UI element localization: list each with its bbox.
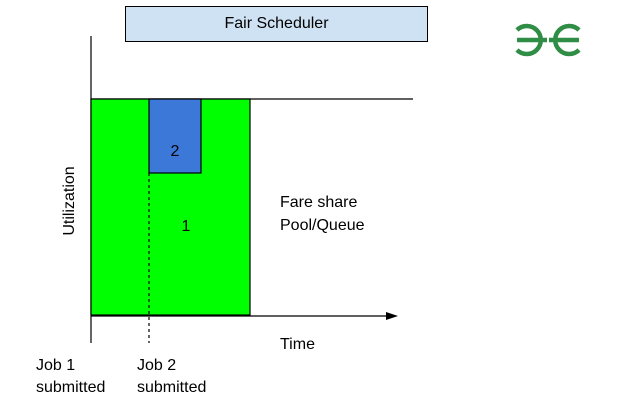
job-2-submitted-line2: submitted: [137, 379, 207, 396]
pool-label-line2: Pool/Queue: [280, 217, 365, 234]
job-2-label: 2: [170, 143, 180, 160]
x-axis-arrowhead: [386, 312, 398, 320]
geeksforgeeks-logo-icon: [515, 23, 581, 57]
x-axis-label: Time: [280, 336, 315, 353]
y-axis-label: Utilization: [61, 166, 78, 236]
pool-label-line1: Fare share: [280, 194, 358, 211]
job-1-label: 1: [181, 218, 191, 235]
job-1-submitted-line1: Job 1: [36, 357, 76, 374]
job-2-submitted-line1: Job 2: [137, 357, 177, 374]
job-1-submitted-line2: submitted: [36, 379, 106, 396]
diagram-title: Fair Scheduler: [125, 6, 428, 42]
job-2-block: [148, 98, 202, 174]
